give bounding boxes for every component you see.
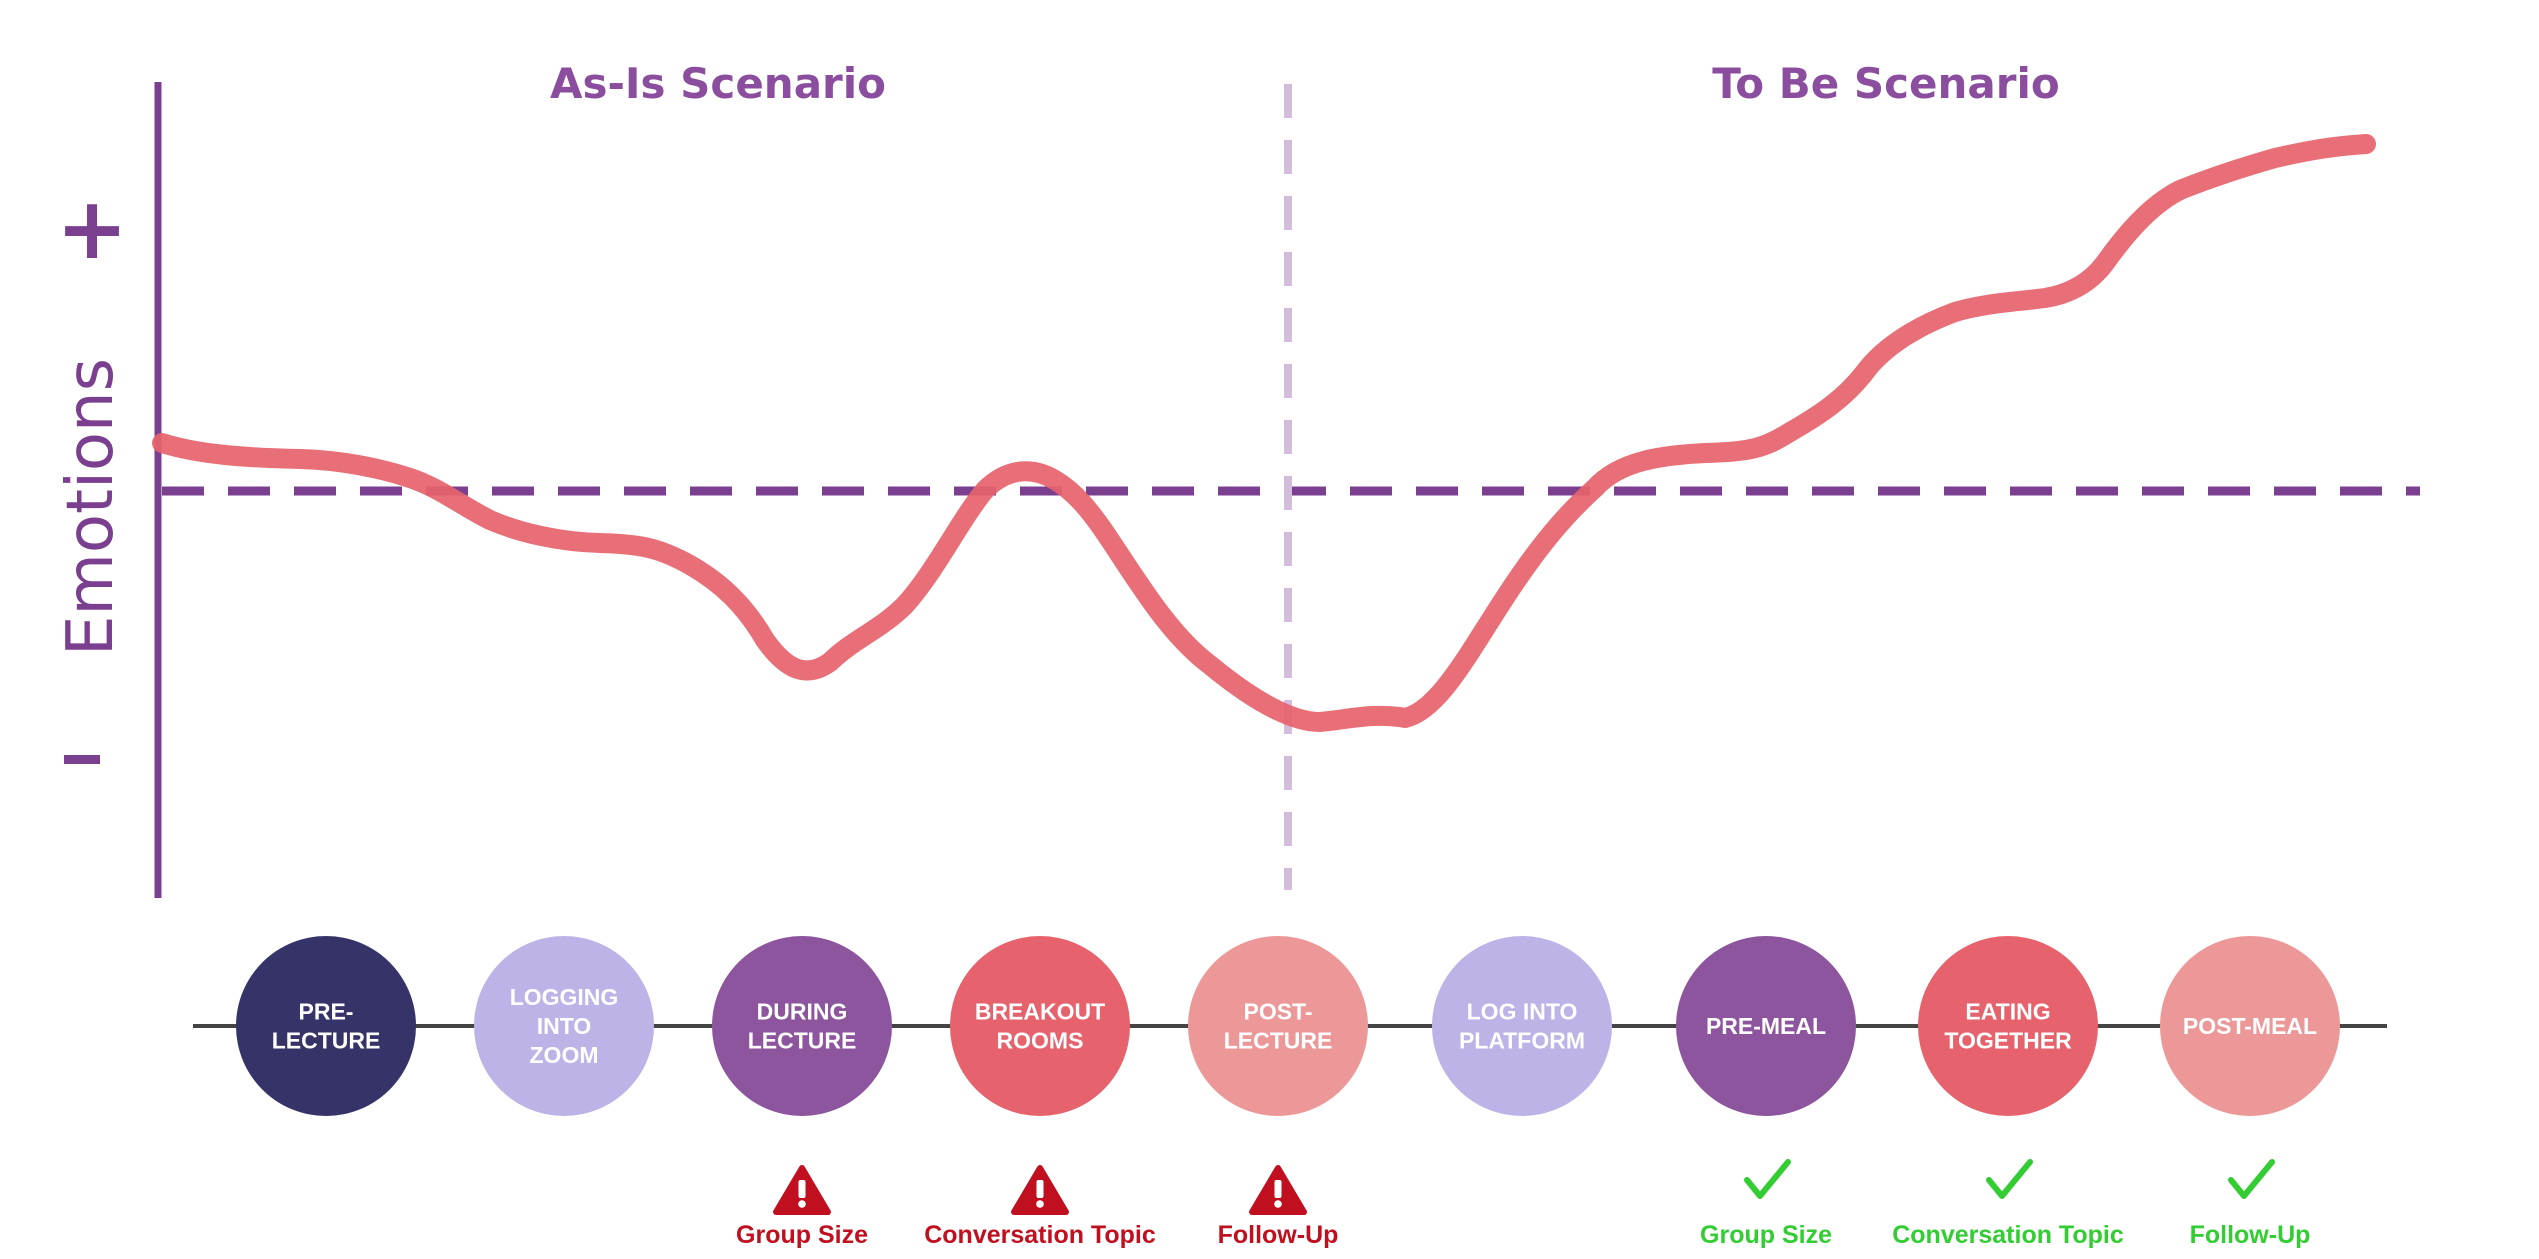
checkmark-icon <box>1986 1159 2033 1199</box>
stage-node: POST- LECTURE <box>1188 936 1368 1116</box>
stage-circle <box>236 936 416 1116</box>
stage-label: LOGGING <box>510 984 619 1010</box>
checkmark-icon <box>2228 1159 2275 1199</box>
stage-label: POST-MEAL <box>2183 1013 2317 1039</box>
as-is-scenario-title: As-Is Scenario <box>550 59 886 108</box>
issue-label: Follow-Up <box>1218 1221 1339 1249</box>
stage-label: POST- <box>1243 999 1312 1025</box>
stages-group: PRE- LECTURE LOGGING INTO ZOOM DURING LECTURE B… <box>236 936 2340 1116</box>
to-be-scenario-title: To Be Scenario <box>1712 59 2060 108</box>
stage-label: DURING <box>757 999 848 1025</box>
warning-icon <box>773 1165 831 1215</box>
warning-icon <box>1011 1165 1069 1215</box>
checkmark-icon <box>1744 1159 1791 1199</box>
stage-circle <box>1432 936 1612 1116</box>
negative-sign <box>64 755 100 764</box>
stage-label: EATING <box>1965 999 2050 1025</box>
stage-node: DURING LECTURE <box>712 936 892 1116</box>
issue-marker: Follow-Up <box>2190 1159 2311 1249</box>
stage-node: LOG INTO PLATFORM <box>1432 936 1612 1116</box>
stage-circle <box>950 936 1130 1116</box>
stage-circle <box>1676 936 1856 1116</box>
issue-label: Group Size <box>736 1221 868 1249</box>
stage-label: PRE-MEAL <box>1706 1013 1826 1039</box>
stage-label: TOGETHER <box>1944 1028 2072 1054</box>
stage-label: INTO <box>537 1013 592 1039</box>
issue-label: Group Size <box>1700 1221 1832 1249</box>
issue-marker: Group Size <box>1700 1159 1832 1249</box>
stage-node: POST-MEAL <box>2160 936 2340 1116</box>
stage-label: ZOOM <box>530 1042 599 1068</box>
stage-node: PRE- LECTURE <box>236 936 416 1116</box>
emotion-curve <box>152 134 2376 732</box>
issue-marker: Group Size <box>736 1165 868 1249</box>
stage-node: EATING TOGETHER <box>1918 936 2098 1116</box>
stage-label: LECTURE <box>748 1028 857 1054</box>
stage-circle <box>474 936 654 1116</box>
emotions-axis-label: Emotions <box>54 358 128 656</box>
stage-node: BREAKOUT ROOMS <box>950 936 1130 1116</box>
stage-label: LECTURE <box>1224 1028 1333 1054</box>
stage-node: LOGGING INTO ZOOM <box>474 936 654 1116</box>
issue-marker: Follow-Up <box>1218 1165 1339 1249</box>
stage-node: PRE-MEAL <box>1676 936 1856 1116</box>
stage-label: LECTURE <box>272 1028 381 1054</box>
stage-label: PLATFORM <box>1459 1028 1585 1054</box>
positive-sign: + <box>56 179 128 279</box>
issue-label: Conversation Topic <box>924 1221 1156 1249</box>
issue-label: Conversation Topic <box>1892 1221 2124 1249</box>
stage-circle <box>1188 936 1368 1116</box>
stage-circle <box>1918 936 2098 1116</box>
issue-label: Follow-Up <box>2190 1221 2311 1249</box>
stage-label: BREAKOUT <box>975 999 1105 1025</box>
stage-circle <box>2160 936 2340 1116</box>
issue-marker: Conversation Topic <box>924 1165 1156 1249</box>
stage-label: PRE- <box>299 999 354 1025</box>
stage-label: ROOMS <box>997 1028 1084 1054</box>
stage-circle <box>712 936 892 1116</box>
stage-label: LOG INTO <box>1467 999 1578 1025</box>
issues-group: Group Size Conversation Topic Follow-Up Gro… <box>736 1159 2311 1249</box>
warning-icon <box>1249 1165 1307 1215</box>
issue-marker: Conversation Topic <box>1892 1159 2124 1249</box>
